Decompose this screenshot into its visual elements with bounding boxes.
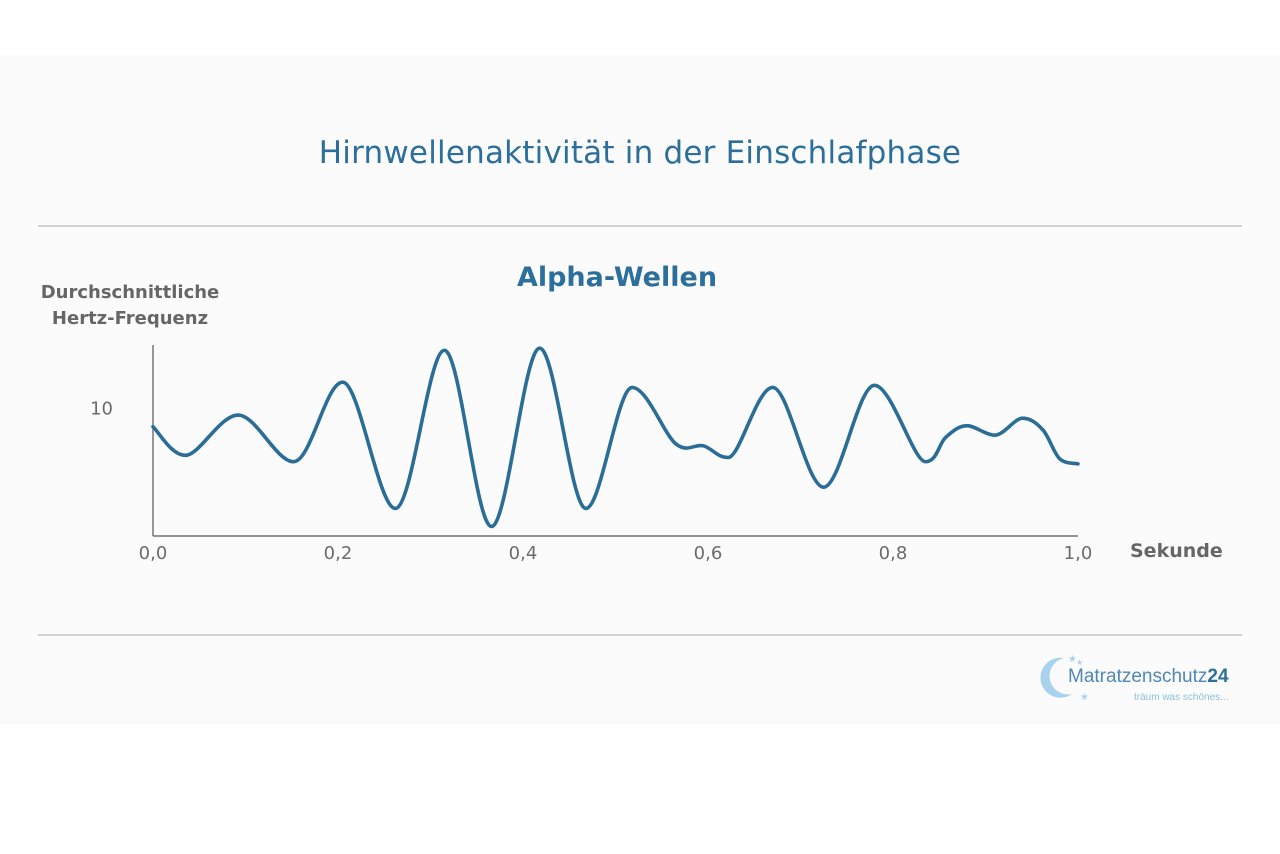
y-axis-label: Durchschnittliche Hertz-Frequenz — [20, 280, 240, 332]
y-axis-label-line-1: Durchschnittliche — [40, 282, 220, 303]
logo-number: 24 — [1207, 666, 1229, 687]
bottom-divider — [38, 634, 1242, 636]
logo-wordmark: Matratzenschutz24 — [1068, 666, 1229, 688]
alpha-wave-line — [151, 346, 1080, 529]
x-tick-label: 1,0 — [1064, 543, 1093, 564]
logo-slogan: träum was schönes... — [1134, 692, 1229, 703]
x-axis-label: Sekunde — [1130, 540, 1223, 562]
top-divider — [38, 225, 1242, 227]
svg-text:★: ★ — [1068, 654, 1077, 665]
y-tick-labels: 10 — [90, 399, 113, 420]
x-tick-label: 0,2 — [324, 543, 353, 564]
moon-stars-icon: ★ ★ ★ — [1040, 654, 1089, 703]
svg-text:★: ★ — [1080, 692, 1089, 703]
x-tick-label: 0,0 — [139, 543, 168, 564]
svg-text:★: ★ — [1076, 658, 1083, 667]
page-title: Hirnwellenaktivität in der Einschlafphas… — [318, 135, 962, 171]
x-tick-label: 0,8 — [879, 543, 908, 564]
x-tick-labels: 0,0 0,2 0,4 0,6 0,8 1,0 — [139, 543, 1093, 564]
x-tick-label: 0,4 — [509, 543, 538, 564]
matratzenschutz24-logo: ★ ★ ★ Matratzenschutz24 träum was schöne… — [1038, 650, 1258, 710]
logo-name: Matratzenschutz — [1068, 666, 1208, 687]
y-tick-label: 10 — [90, 399, 113, 420]
x-tick-label: 0,6 — [694, 543, 723, 564]
y-axis-label-line-2: Hertz-Frequenz — [51, 308, 209, 329]
chart-title: Alpha-Wellen — [516, 262, 718, 293]
